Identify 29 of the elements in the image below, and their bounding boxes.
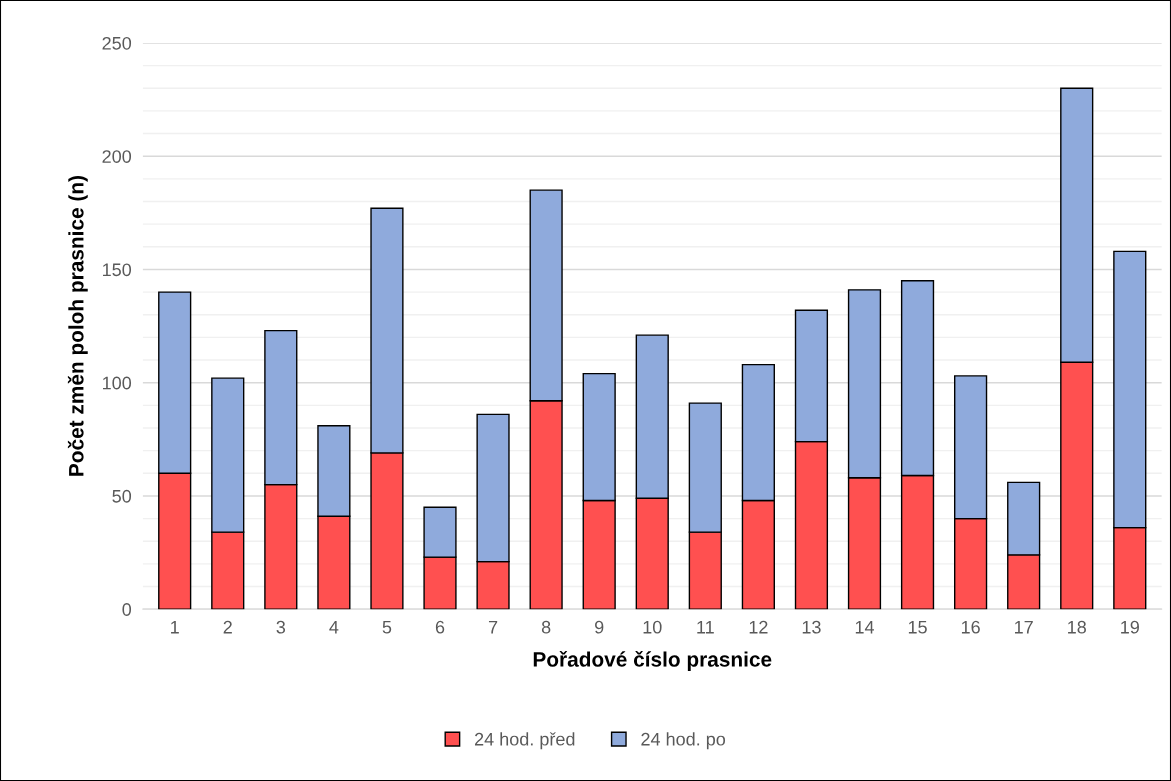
legend-label: 24 hod. po — [641, 732, 726, 750]
x-tick-label: 1 — [171, 620, 179, 634]
y-tick-label: 200 — [102, 150, 132, 163]
x-tick-label: 17 — [1015, 620, 1033, 634]
x-tick-label: 18 — [1068, 620, 1086, 634]
x-tick-label: 8 — [541, 620, 551, 634]
x-tick-label: 6 — [435, 620, 445, 634]
y-tick-label: 0 — [122, 603, 132, 616]
y-tick-label: 50 — [112, 489, 132, 503]
x-tick-label: 2 — [223, 620, 232, 634]
x-tick-label: 19 — [1121, 620, 1139, 634]
x-tick-label: 16 — [961, 620, 980, 634]
legend-label: 24 hod. před — [474, 732, 575, 750]
x-tick-label: 13 — [802, 620, 821, 634]
x-tick-label: 9 — [595, 620, 604, 634]
y-tick-label: 250 — [102, 36, 132, 50]
x-axis-title: Pořadové číslo prasnice — [533, 651, 772, 671]
y-tick-label: 150 — [103, 263, 132, 277]
x-tick-label: 14 — [855, 620, 874, 634]
x-tick-label: 7 — [488, 620, 498, 634]
x-tick-label: 11 — [697, 620, 714, 634]
x-tick-label: 5 — [382, 620, 392, 634]
x-tick-label: 10 — [643, 620, 662, 634]
x-tick-label: 3 — [276, 620, 286, 634]
x-tick-label: 12 — [749, 620, 768, 634]
x-tick-label: 15 — [908, 620, 927, 634]
y-axis-title: Počet změn poloh prasnice (n) — [67, 176, 88, 476]
x-tick-label: 4 — [329, 620, 339, 634]
y-tick-label: 100 — [103, 376, 132, 390]
